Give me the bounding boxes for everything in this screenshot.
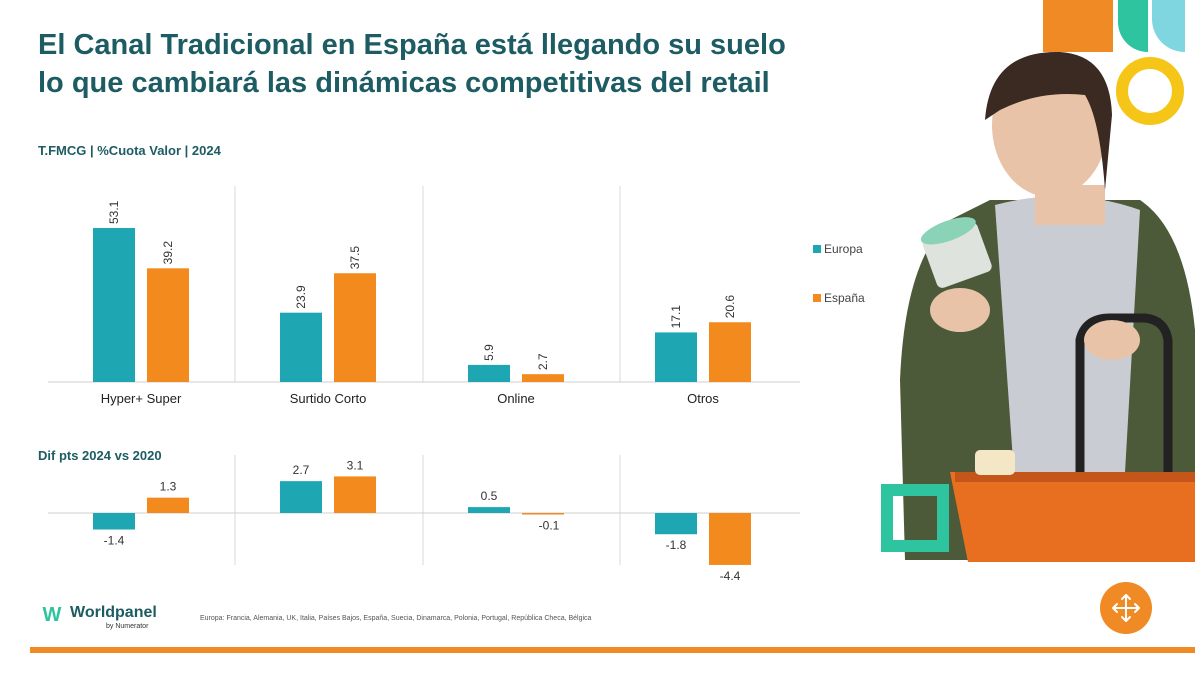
value-label-europa-surtido-corto: 23.9 bbox=[294, 285, 308, 309]
diff-bar-espana-otros bbox=[709, 513, 751, 565]
photo-decoration bbox=[881, 0, 1195, 562]
move-arrows-icon bbox=[1112, 594, 1140, 622]
diff-bar-europa-online bbox=[468, 507, 510, 513]
value-label-europa-otros: 17.1 bbox=[669, 305, 683, 329]
category-label-otros: Otros bbox=[687, 391, 719, 406]
diff-value-label-europa-otros: -1.8 bbox=[666, 538, 687, 552]
value-label-espana-online: 2.7 bbox=[536, 353, 550, 370]
value-label-espana-otros: 20.6 bbox=[723, 295, 737, 319]
logo-subtitle: by Numerator bbox=[106, 623, 149, 630]
bar-espana-otros bbox=[709, 322, 751, 382]
bar-espana-surtido-corto bbox=[334, 273, 376, 382]
category-label-online: Online bbox=[497, 391, 535, 406]
value-label-espana-surtido-corto: 37.5 bbox=[348, 246, 362, 270]
diff-value-label-europa-online: 0.5 bbox=[481, 489, 498, 503]
legend-label-espana: España bbox=[824, 291, 865, 305]
legend-europa: Europa bbox=[813, 242, 863, 256]
bar-europa-surtido-corto bbox=[280, 312, 322, 382]
diff-value-label-espana-online: -0.1 bbox=[539, 519, 560, 533]
diff-value-label-espana-hyper-super: 1.3 bbox=[160, 480, 177, 494]
yellow-ring-shape bbox=[1116, 57, 1184, 125]
diff-value-label-europa-hyper-super: -1.4 bbox=[104, 534, 125, 548]
woman-shopper-illustration bbox=[900, 51, 1195, 562]
move-button[interactable] bbox=[1100, 582, 1152, 634]
diff-bar-europa-otros bbox=[655, 513, 697, 535]
logo-name: Worldpanel bbox=[70, 604, 157, 621]
orange-square-shape bbox=[1043, 0, 1113, 52]
logo-mark-text: W bbox=[43, 604, 62, 625]
footnote: Europa: Francia, Alemania, UK, Italia, P… bbox=[200, 615, 592, 622]
title-line-1: El Canal Tradicional en España está lleg… bbox=[38, 29, 786, 61]
diff-bar-espana-hyper-super bbox=[147, 497, 189, 513]
value-label-europa-online: 5.9 bbox=[482, 344, 496, 361]
bar-espana-online bbox=[522, 374, 564, 382]
bottom-accent-bar bbox=[30, 647, 1195, 653]
value-label-espana-hyper-super: 39.2 bbox=[161, 241, 175, 265]
diff-value-label-europa-surtido-corto: 2.7 bbox=[293, 463, 310, 477]
diff-chart-title: Dif pts 2024 vs 2020 bbox=[38, 448, 162, 463]
value-label-europa-hyper-super: 53.1 bbox=[107, 200, 121, 224]
legend-swatch-espana bbox=[813, 294, 821, 302]
green-leaf-shape bbox=[1118, 0, 1148, 52]
title-line-2: lo que cambiará las dinámicas competitiv… bbox=[38, 67, 770, 99]
diff-bar-espana-online bbox=[522, 513, 564, 515]
page-title: El Canal Tradicional en España está lleg… bbox=[38, 26, 786, 102]
legend-swatch-europa bbox=[813, 245, 821, 253]
category-label-surtido-corto: Surtido Corto bbox=[290, 391, 367, 406]
bar-europa-hyper-super bbox=[93, 228, 135, 382]
diff-bar-europa-hyper-super bbox=[93, 513, 135, 530]
diff-bar-espana-surtido-corto bbox=[334, 476, 376, 513]
bar-espana-hyper-super bbox=[147, 268, 189, 382]
green-square-frame-shape bbox=[881, 484, 949, 552]
diff-value-label-espana-otros: -4.4 bbox=[720, 569, 741, 583]
legend-espana: España bbox=[813, 291, 865, 305]
worldpanel-logo: W Worldpanel by Numerator bbox=[38, 603, 157, 630]
chart-subtitle: T.FMCG | %Cuota Valor | 2024 bbox=[38, 143, 221, 158]
bar-chart-area: 53.1 39.2 Hyper+ Super 23.9 37.5 Surtido Cort… bbox=[48, 186, 800, 583]
bar-europa-online bbox=[468, 364, 510, 382]
worldpanel-mark-icon: W bbox=[43, 604, 62, 626]
bar-europa-otros bbox=[655, 332, 697, 382]
legend-label-europa: Europa bbox=[824, 242, 863, 256]
diff-bar-europa-surtido-corto bbox=[280, 481, 322, 513]
diff-value-label-espana-surtido-corto: 3.1 bbox=[347, 458, 364, 472]
category-label-hyper-super: Hyper+ Super bbox=[101, 391, 182, 406]
cyan-leaf-shape bbox=[1152, 0, 1185, 52]
